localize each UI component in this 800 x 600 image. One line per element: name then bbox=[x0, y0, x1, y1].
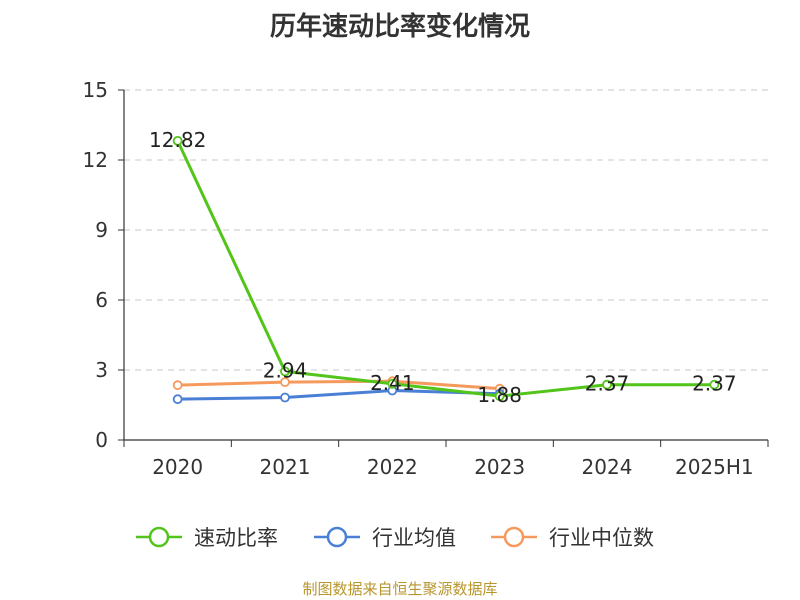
data-point bbox=[172, 394, 183, 405]
data-label: 2.37 bbox=[692, 372, 737, 396]
data-point bbox=[172, 380, 183, 391]
legend-item-industry-mean[interactable]: 行业均值 bbox=[312, 520, 456, 554]
legend-item-industry-median[interactable]: 行业中位数 bbox=[489, 520, 654, 554]
legend-marker-quick-ratio bbox=[136, 526, 182, 548]
data-label: 2.37 bbox=[585, 372, 630, 396]
series-line bbox=[177, 389, 500, 401]
legend-marker-industry-mean bbox=[314, 526, 360, 548]
data-label: 1.88 bbox=[477, 383, 522, 407]
series-line bbox=[176, 140, 715, 398]
y-tick-label: 12 bbox=[83, 148, 108, 172]
data-point bbox=[280, 392, 290, 403]
x-tick-label: 2022 bbox=[367, 455, 418, 479]
x-tick-label: 2024 bbox=[582, 455, 633, 479]
legend-label-industry-median: 行业中位数 bbox=[549, 526, 654, 550]
data-point bbox=[602, 379, 612, 390]
data-point bbox=[172, 135, 183, 146]
data-point bbox=[387, 378, 398, 389]
legend-item-quick-ratio[interactable]: 速动比率 bbox=[134, 520, 278, 554]
data-label: 2.94 bbox=[263, 358, 308, 382]
data-point bbox=[709, 379, 720, 390]
data-point bbox=[280, 377, 290, 388]
y-tick-label: 9 bbox=[95, 218, 108, 242]
data-point bbox=[494, 391, 505, 402]
data-point bbox=[280, 366, 290, 377]
y-tick-label: 0 bbox=[95, 428, 108, 452]
x-tick-label: 2021 bbox=[260, 455, 311, 479]
series-line bbox=[177, 379, 500, 391]
legend-label-industry-mean: 行业均值 bbox=[372, 526, 456, 550]
chart-title: 历年速动比率变化情况 bbox=[269, 12, 530, 42]
legend-label-quick-ratio: 速动比率 bbox=[194, 526, 278, 550]
legend: 速动比率 行业均值 行业中位数 bbox=[0, 520, 800, 554]
x-tick-label: 2023 bbox=[474, 455, 525, 479]
x-tick-label: 2020 bbox=[152, 455, 203, 479]
y-tick-label: 3 bbox=[95, 358, 108, 382]
data-source-note: 制图数据来自恒生聚源数据库 bbox=[302, 580, 498, 598]
legend-marker-industry-median bbox=[491, 526, 537, 548]
x-tick-label: 2025H1 bbox=[675, 455, 754, 479]
data-label: 2.41 bbox=[370, 371, 415, 395]
y-tick-label: 6 bbox=[95, 288, 108, 312]
data-label: 12.82 bbox=[149, 128, 206, 152]
y-tick-label: 15 bbox=[83, 78, 108, 102]
